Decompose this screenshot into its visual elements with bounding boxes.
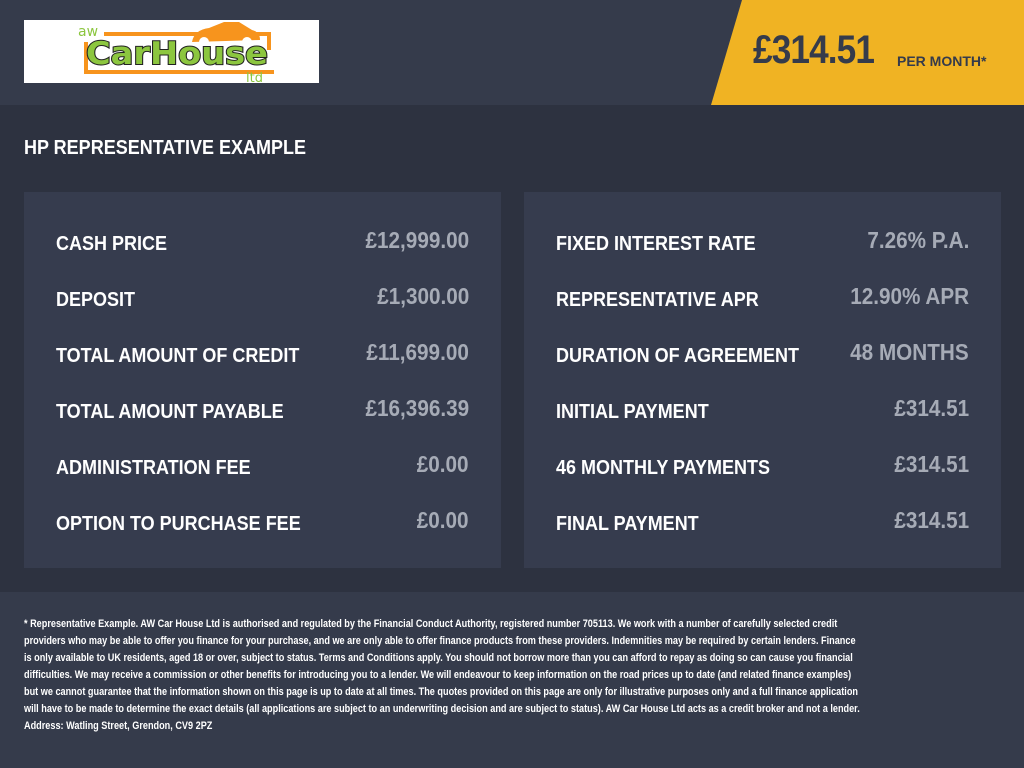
finance-row: ADMINISTRATION FEE £0.00 (24, 445, 501, 501)
row-label: TOTAL AMOUNT PAYABLE (56, 401, 284, 423)
row-value: £1,300.00 (376, 283, 469, 309)
per-month-label: PER MONTH* (897, 53, 987, 69)
finance-row: CASH PRICE £12,999.00 (24, 221, 501, 277)
finance-row: INITIAL PAYMENT £314.51 (524, 389, 1001, 445)
monthly-price-banner: £314.51 PER MONTH* (711, 0, 1024, 105)
row-label: CASH PRICE (56, 233, 168, 255)
finance-row: TOTAL AMOUNT OF CREDIT £11,699.00 (24, 333, 501, 389)
row-label: DURATION OF AGREEMENT (556, 345, 799, 367)
right-finance-panel: FIXED INTEREST RATE 7.26% P.A. REPRESENTAT… (524, 192, 1001, 568)
finance-row: FIXED INTEREST RATE 7.26% P.A. (524, 221, 1001, 277)
header: aw CarHouse ltd £314.51 PER MONTH* (0, 0, 1024, 105)
row-label: OPTION TO PURCHASE FEE (56, 513, 301, 535)
finance-row: 46 MONTHLY PAYMENTS £314.51 (524, 445, 1001, 501)
svg-text:CarHouse: CarHouse (86, 36, 268, 72)
row-label: FINAL PAYMENT (556, 513, 699, 535)
logo-aw: aw (78, 24, 98, 40)
row-label: ADMINISTRATION FEE (56, 457, 251, 479)
row-label: DEPOSIT (56, 289, 136, 311)
carhouse-logo[interactable]: aw CarHouse ltd (24, 20, 319, 83)
finance-row: OPTION TO PURCHASE FEE £0.00 (24, 501, 501, 557)
footer: * Representative Example. AW Car House L… (0, 592, 1024, 768)
finance-row: DEPOSIT £1,300.00 (24, 277, 501, 333)
left-finance-panel: CASH PRICE £12,999.00 DEPOSIT £1,300.00 TOTA… (24, 192, 501, 568)
row-value: 48 MONTHS (850, 339, 969, 365)
svg-text:ltd: ltd (246, 71, 263, 83)
monthly-price: £314.51 (753, 28, 875, 72)
row-value: £0.00 (417, 451, 469, 477)
row-value: £314.51 (894, 395, 969, 421)
row-value: £314.51 (894, 507, 969, 533)
row-value: £314.51 (894, 451, 969, 477)
row-label: 46 MONTHLY PAYMENTS (556, 457, 771, 479)
row-label: REPRESENTATIVE APR (556, 289, 759, 311)
row-label: TOTAL AMOUNT OF CREDIT (56, 345, 300, 367)
row-value: £16,396.39 (365, 395, 469, 421)
finance-row: TOTAL AMOUNT PAYABLE £16,396.39 (24, 389, 501, 445)
row-label: FIXED INTEREST RATE (556, 233, 756, 255)
row-label: INITIAL PAYMENT (556, 401, 709, 423)
finance-row: REPRESENTATIVE APR 12.90% APR (524, 277, 1001, 333)
finance-row: FINAL PAYMENT £314.51 (524, 501, 1001, 557)
row-value: 12.90% APR (850, 283, 969, 309)
disclaimer-text: * Representative Example. AW Car House L… (24, 618, 860, 732)
page-title: HP REPRESENTATIVE EXAMPLE (24, 137, 307, 159)
finance-row: DURATION OF AGREEMENT 48 MONTHS (524, 333, 1001, 389)
row-value: £0.00 (417, 507, 469, 533)
row-value: 7.26% P.A. (866, 227, 969, 253)
row-value: £12,999.00 (365, 227, 469, 253)
row-value: £11,699.00 (366, 339, 469, 365)
